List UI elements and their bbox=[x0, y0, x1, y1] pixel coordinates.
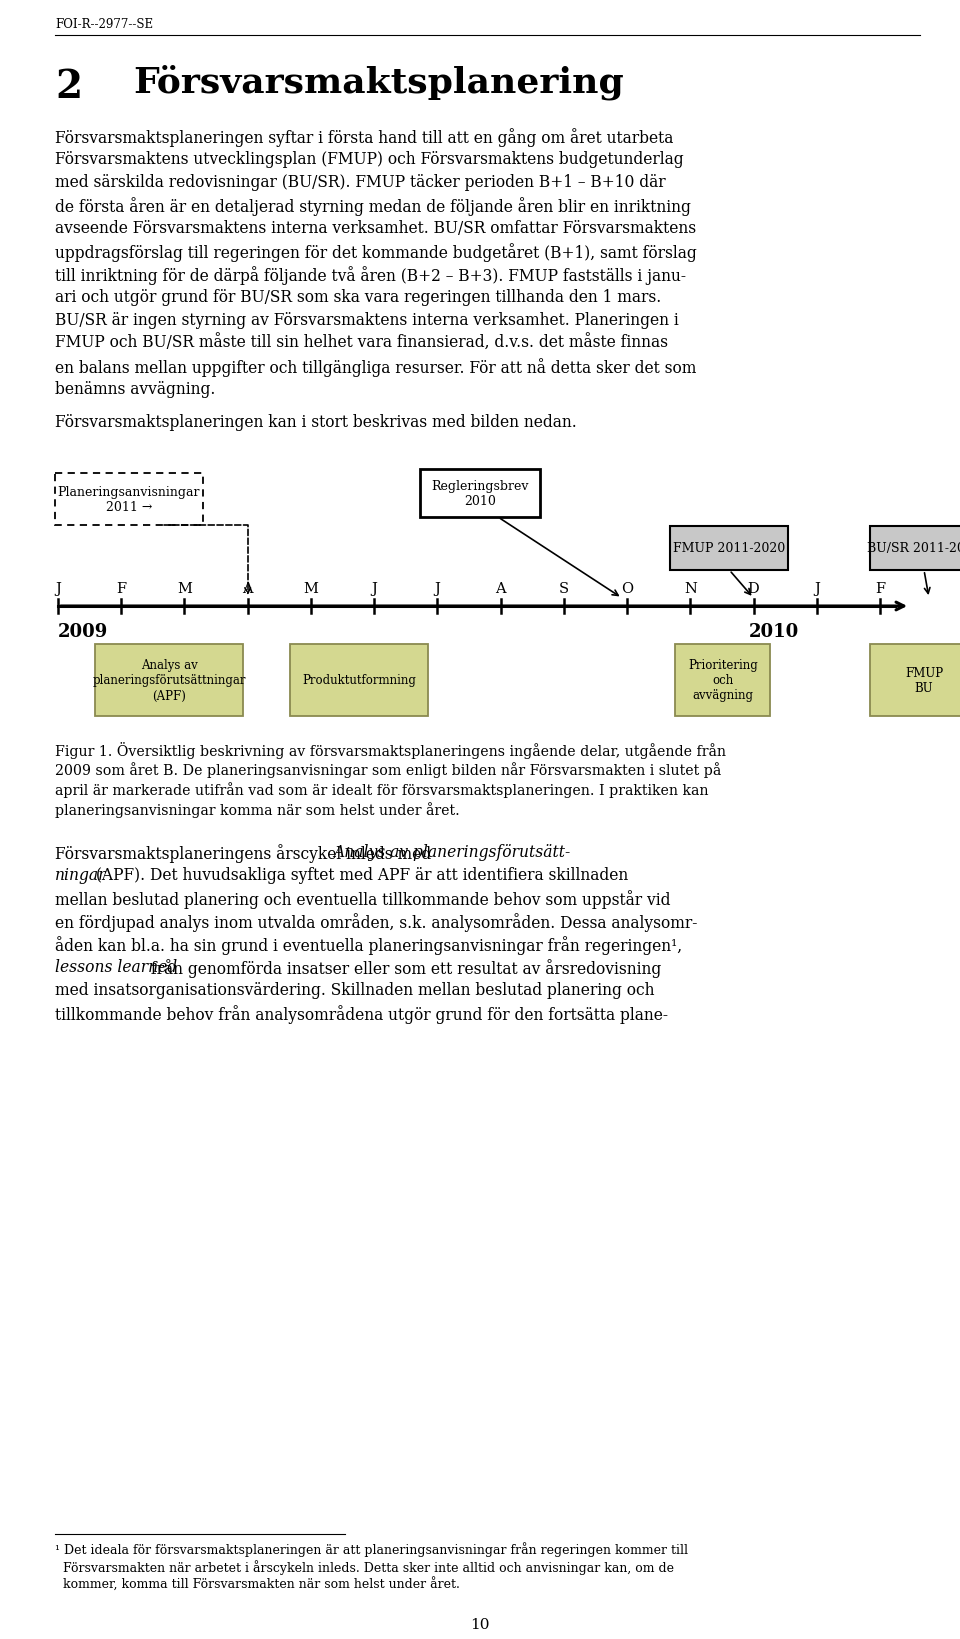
Text: Analys av planeringsförutsätt-: Analys av planeringsförutsätt- bbox=[333, 844, 570, 860]
Text: Försvarsmaktsplaneringens årscykel inleds med: Försvarsmaktsplaneringens årscykel inled… bbox=[55, 844, 436, 862]
Text: Försvarsmakten när arbetet i årscykeln inleds. Detta sker inte alltid och anvisn: Försvarsmakten när arbetet i årscykeln i… bbox=[55, 1559, 674, 1573]
Text: S: S bbox=[559, 582, 569, 595]
Bar bbox=[870, 644, 960, 716]
Text: 2009 som året B. De planeringsanvisningar som enligt bilden når Försvarsmakten i: 2009 som året B. De planeringsanvisninga… bbox=[55, 762, 721, 777]
Text: tillkommande behov från analysområdena utgör grund för den fortsätta plane-: tillkommande behov från analysområdena u… bbox=[55, 1005, 668, 1023]
Text: FMUP och BU/SR måste till sin helhet vara finansierad, d.v.s. det måste finnas: FMUP och BU/SR måste till sin helhet var… bbox=[55, 334, 668, 352]
Text: Figur 1. Översiktlig beskrivning av försvarsmaktsplaneringens ingående delar, ut: Figur 1. Översiktlig beskrivning av förs… bbox=[55, 741, 726, 759]
Text: en balans mellan uppgifter och tillgängliga resurser. För att nå detta sker det : en balans mellan uppgifter och tillgängl… bbox=[55, 357, 696, 377]
Bar bbox=[670, 526, 788, 570]
Text: Försvarsmaktens utvecklingsplan (FMUP) och Försvarsmaktens budgetunderlag: Försvarsmaktens utvecklingsplan (FMUP) o… bbox=[55, 151, 684, 167]
Text: Planeringsanvisningar
2011 →: Planeringsanvisningar 2011 → bbox=[58, 485, 201, 513]
Bar bbox=[870, 526, 960, 570]
Bar bbox=[420, 470, 540, 518]
Text: F: F bbox=[875, 582, 885, 595]
Text: Analys av
planeringsförutsättningar
(APF): Analys av planeringsförutsättningar (APF… bbox=[92, 659, 246, 701]
Text: BU/SR 2011-2013: BU/SR 2011-2013 bbox=[867, 543, 960, 556]
Bar bbox=[95, 644, 243, 716]
Text: med särskilda redovisningar (BU/SR). FMUP täcker perioden B+1 – B+10 där: med särskilda redovisningar (BU/SR). FMU… bbox=[55, 174, 665, 190]
Text: benämns avvägning.: benämns avvägning. bbox=[55, 380, 215, 398]
Text: 2009: 2009 bbox=[58, 623, 108, 641]
Text: planeringsanvisningar komma när som helst under året.: planeringsanvisningar komma när som hels… bbox=[55, 801, 460, 818]
Text: uppdragsförslag till regeringen för det kommande budgetåret (B+1), samt förslag: uppdragsförslag till regeringen för det … bbox=[55, 243, 697, 262]
Text: 10: 10 bbox=[470, 1618, 490, 1631]
Text: (APF). Det huvudsakliga syftet med APF är att identifiera skillnaden: (APF). Det huvudsakliga syftet med APF ä… bbox=[91, 867, 629, 883]
Text: ari och utgör grund för BU/SR som ska vara regeringen tillhanda den 1 mars.: ari och utgör grund för BU/SR som ska va… bbox=[55, 288, 661, 306]
Text: Försvarsmaktsplaneringen syftar i första hand till att en gång om året utarbeta: Försvarsmaktsplaneringen syftar i första… bbox=[55, 128, 673, 148]
Text: Produktutformning: Produktutformning bbox=[302, 674, 416, 687]
Bar bbox=[675, 644, 770, 716]
Text: BU/SR är ingen styrning av Försvarsmaktens interna verksamhet. Planeringen i: BU/SR är ingen styrning av Försvarsmakte… bbox=[55, 311, 679, 329]
Text: de första åren är en detaljerad styrning medan de följande åren blir en inriktni: de första åren är en detaljerad styrning… bbox=[55, 197, 691, 216]
Text: J: J bbox=[55, 582, 60, 595]
Text: A: A bbox=[242, 582, 253, 595]
Text: åden kan bl.a. ha sin grund i eventuella planeringsanvisningar från regeringen¹,: åden kan bl.a. ha sin grund i eventuella… bbox=[55, 936, 683, 954]
Text: en fördjupad analys inom utvalda områden, s.k. analysområden. Dessa analysomr-: en fördjupad analys inom utvalda områden… bbox=[55, 913, 697, 931]
Text: FMUP
BU: FMUP BU bbox=[905, 667, 943, 695]
Text: FOI-R--2977--SE: FOI-R--2977--SE bbox=[55, 18, 154, 31]
Text: D: D bbox=[748, 582, 759, 595]
Bar bbox=[55, 474, 203, 526]
Text: april är markerade utifrån vad som är idealt för försvarsmaktsplaneringen. I pra: april är markerade utifrån vad som är id… bbox=[55, 782, 708, 798]
Text: J: J bbox=[435, 582, 441, 595]
Text: FMUP 2011-2020: FMUP 2011-2020 bbox=[673, 543, 785, 556]
Text: O: O bbox=[621, 582, 634, 595]
Text: 2: 2 bbox=[55, 67, 83, 107]
Text: avseende Försvarsmaktens interna verksamhet. BU/SR omfattar Försvarsmaktens: avseende Försvarsmaktens interna verksam… bbox=[55, 220, 696, 238]
Text: Försvarsmaktsplanering: Försvarsmaktsplanering bbox=[133, 66, 624, 100]
Text: från genomförda insatser eller som ett resultat av årsredovisning: från genomförda insatser eller som ett r… bbox=[146, 959, 661, 977]
Text: F: F bbox=[116, 582, 127, 595]
Text: kommer, komma till Försvarsmakten när som helst under året.: kommer, komma till Försvarsmakten när so… bbox=[55, 1577, 460, 1591]
Text: Regleringsbrev
2010: Regleringsbrev 2010 bbox=[431, 480, 529, 508]
Text: A: A bbox=[495, 582, 506, 595]
Text: M: M bbox=[303, 582, 319, 595]
Text: N: N bbox=[684, 582, 697, 595]
Text: lessons learned: lessons learned bbox=[55, 959, 178, 975]
Text: ¹ Det ideala för försvarsmaktsplaneringen är att planeringsanvisningar från rege: ¹ Det ideala för försvarsmaktsplaneringe… bbox=[55, 1541, 688, 1555]
Text: med insatsorganisationsvärdering. Skillnaden mellan beslutad planering och: med insatsorganisationsvärdering. Skilln… bbox=[55, 982, 655, 998]
Text: ningar: ningar bbox=[55, 867, 107, 883]
Text: mellan beslutad planering och eventuella tillkommande behov som uppstår vid: mellan beslutad planering och eventuella… bbox=[55, 890, 670, 908]
Text: J: J bbox=[814, 582, 820, 595]
Text: M: M bbox=[177, 582, 192, 595]
Text: Försvarsmaktsplaneringen kan i stort beskrivas med bilden nedan.: Försvarsmaktsplaneringen kan i stort bes… bbox=[55, 413, 577, 431]
Text: 2010: 2010 bbox=[749, 623, 799, 641]
Text: Prioritering
och
avvägning: Prioritering och avvägning bbox=[688, 659, 757, 701]
Text: J: J bbox=[372, 582, 377, 595]
Bar bbox=[290, 644, 428, 716]
Text: till inriktning för de därpå följande två åren (B+2 – B+3). FMUP fastställs i ja: till inriktning för de därpå följande tv… bbox=[55, 266, 686, 285]
